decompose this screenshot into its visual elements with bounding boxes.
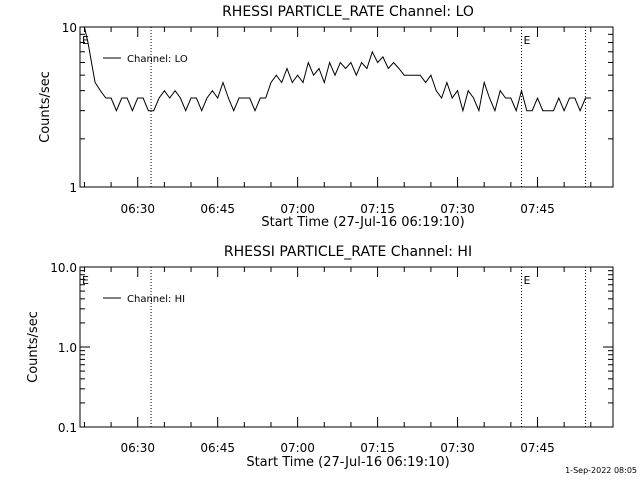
series-line (80, 26, 591, 113)
markers-hi: EE (82, 267, 586, 427)
markers-lo: EE (82, 27, 586, 187)
x-tick-label: 06:45 (200, 202, 235, 216)
y-tick-label: 1 (69, 181, 77, 195)
x-tick-label: 06:30 (120, 441, 155, 455)
x-tick-label: 06:30 (120, 202, 155, 216)
start-marker-label: E (82, 274, 89, 287)
y-tick-label: 10 (62, 21, 77, 35)
y-axis-label-hi: Counts/sec (26, 311, 41, 383)
tick-labels-hi: 0.1 1.0 10.0 06:30 06:45 07:00 07:15 07:30 07:45 (50, 261, 555, 455)
x-tick-label: 07:45 (520, 202, 555, 216)
axes-lo (79, 26, 614, 188)
footer-timestamp: 1-Sep-2022 08:05 (565, 466, 637, 475)
panel-hi: RHESSI PARTICLE_RATE Channel: HI Start T… (26, 244, 614, 470)
x-tick-label: 07:15 (360, 202, 395, 216)
axes-hi (79, 266, 614, 428)
x-axis-label-hi: Start Time (27-Jul-16 06:19:10) (246, 455, 449, 470)
event-marker-label: E (524, 34, 531, 47)
y-tick-label: 10.0 (50, 261, 77, 275)
tick-labels-lo: 1 10 06:30 06:45 07:00 07:15 07:30 07:45 (62, 21, 555, 216)
x-axis-label-lo: Start Time (27-Jul-16 06:19:10) (261, 215, 464, 230)
y-tick-label: 1.0 (58, 341, 77, 355)
plot-frame (79, 26, 614, 188)
x-tick-label: 07:15 (360, 441, 395, 455)
legend-label-hi: Channel: HI (127, 294, 185, 305)
x-tick-label: 07:45 (520, 441, 555, 455)
plot-frame (79, 266, 614, 428)
event-marker-label: E (524, 274, 531, 287)
legend-lo: Channel: LO (103, 54, 188, 65)
y-axis-label-lo: Counts/sec (38, 71, 53, 143)
chart-title-lo: RHESSI PARTICLE_RATE Channel: LO (222, 4, 474, 20)
x-tick-label: 07:30 (440, 441, 475, 455)
x-tick-label: 07:00 (280, 441, 315, 455)
x-tick-label: 07:30 (440, 202, 475, 216)
start-marker-label: E (82, 34, 89, 47)
x-tick-label: 06:45 (200, 441, 235, 455)
y-tick-label: 0.1 (58, 421, 77, 435)
legend-label-lo: Channel: LO (127, 54, 188, 65)
x-tick-label: 07:00 (280, 202, 315, 216)
series-lo (80, 26, 591, 113)
panel-lo: RHESSI PARTICLE_RATE Channel: LO Start T… (38, 4, 614, 230)
legend-hi: Channel: HI (103, 294, 185, 305)
chart-title-hi: RHESSI PARTICLE_RATE Channel: HI (224, 244, 472, 260)
